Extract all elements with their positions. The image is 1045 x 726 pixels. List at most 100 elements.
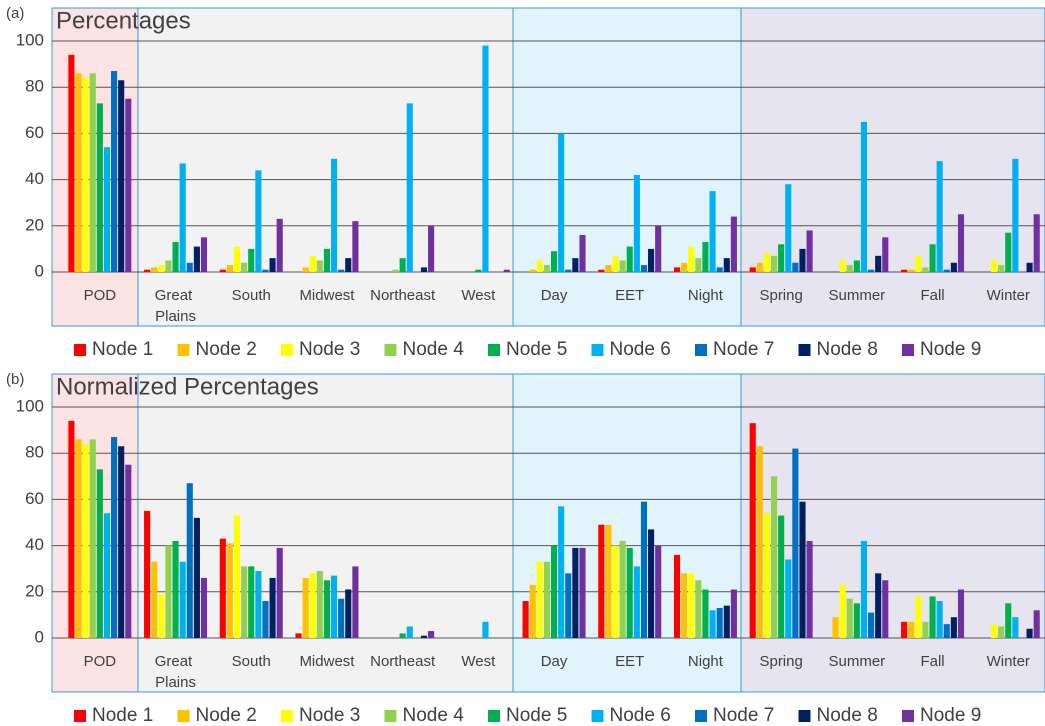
bar bbox=[82, 443, 89, 638]
bar bbox=[482, 45, 489, 273]
bar bbox=[716, 267, 723, 272]
bar bbox=[352, 566, 359, 638]
bar bbox=[853, 260, 860, 272]
section-bg bbox=[740, 373, 1045, 693]
bar bbox=[626, 547, 633, 638]
x-tick-label: Summer bbox=[829, 653, 886, 670]
x-tick-label: Northeast bbox=[370, 287, 436, 304]
legend-label: Node 3 bbox=[299, 339, 360, 360]
y-tick-label: 60 bbox=[25, 123, 44, 142]
bar bbox=[96, 469, 103, 638]
bar bbox=[839, 260, 846, 272]
bar bbox=[302, 577, 309, 638]
x-tick-label: West bbox=[461, 287, 496, 304]
bar bbox=[338, 598, 345, 638]
bar bbox=[655, 545, 662, 638]
bar bbox=[193, 517, 200, 638]
bar bbox=[186, 483, 193, 638]
bar bbox=[749, 267, 756, 272]
bar bbox=[579, 235, 586, 272]
legend-swatch bbox=[384, 710, 397, 722]
bar bbox=[255, 571, 262, 638]
bar bbox=[226, 543, 233, 638]
bar bbox=[248, 566, 255, 638]
y-tick-label: 0 bbox=[35, 627, 44, 646]
bar bbox=[309, 573, 316, 638]
y-tick-label: 80 bbox=[25, 77, 44, 96]
y-tick-label: 40 bbox=[25, 169, 44, 188]
bar bbox=[565, 269, 572, 272]
bar bbox=[399, 258, 406, 272]
bar bbox=[193, 246, 200, 272]
bar bbox=[730, 216, 737, 272]
bar bbox=[730, 589, 737, 638]
bar bbox=[233, 515, 241, 638]
bar bbox=[778, 244, 785, 272]
x-tick-label: Summer bbox=[829, 287, 886, 304]
bar bbox=[908, 621, 915, 638]
bar bbox=[908, 269, 915, 272]
y-tick-label: 20 bbox=[25, 581, 44, 600]
bar bbox=[111, 437, 118, 638]
bar bbox=[103, 513, 111, 638]
bar bbox=[550, 545, 558, 638]
bar bbox=[543, 265, 550, 272]
legend-swatch bbox=[281, 710, 293, 722]
legend-swatch bbox=[591, 344, 604, 356]
bar bbox=[882, 580, 889, 638]
bar bbox=[550, 251, 558, 272]
section-bg bbox=[512, 7, 742, 327]
bar bbox=[428, 631, 435, 638]
bar bbox=[681, 262, 688, 272]
chart-title: Normalized Percentages bbox=[56, 373, 319, 400]
y-tick-label: 40 bbox=[25, 535, 44, 554]
section-bg bbox=[512, 373, 742, 693]
bar bbox=[860, 540, 868, 638]
x-tick-label: Spring bbox=[759, 653, 802, 670]
bar bbox=[241, 566, 248, 638]
bar bbox=[853, 603, 860, 638]
bar bbox=[832, 617, 839, 638]
x-tick-label: South bbox=[232, 653, 271, 670]
bar bbox=[276, 547, 283, 638]
bar bbox=[125, 98, 132, 272]
bar bbox=[565, 573, 572, 638]
bar bbox=[673, 267, 681, 272]
legend-swatch bbox=[695, 710, 707, 722]
x-tick-label: Winter bbox=[987, 287, 1030, 304]
bar bbox=[799, 248, 806, 272]
bar bbox=[428, 225, 435, 272]
bar bbox=[778, 515, 785, 638]
bar bbox=[929, 244, 936, 272]
bar bbox=[922, 621, 929, 638]
bar bbox=[1012, 617, 1019, 638]
legend-swatch bbox=[177, 344, 190, 356]
bar bbox=[1005, 603, 1012, 638]
bar bbox=[200, 237, 208, 272]
legend-label: Node 1 bbox=[92, 705, 153, 726]
x-tick-label: Day bbox=[541, 287, 568, 304]
bar bbox=[763, 513, 770, 638]
bar bbox=[179, 163, 186, 272]
bar bbox=[640, 501, 648, 638]
bar bbox=[125, 464, 132, 638]
bar bbox=[785, 559, 792, 638]
y-tick-label: 100 bbox=[16, 396, 44, 415]
x-tick-label: Day bbox=[541, 653, 568, 670]
y-tick-label: 0 bbox=[35, 261, 44, 280]
bar bbox=[756, 262, 763, 272]
legend-swatch bbox=[74, 710, 86, 722]
bar bbox=[846, 265, 853, 272]
x-tick-label: Fall bbox=[920, 287, 944, 304]
bar bbox=[316, 260, 323, 272]
bar bbox=[186, 262, 193, 272]
bar bbox=[695, 580, 702, 638]
bar bbox=[572, 547, 579, 638]
bar bbox=[648, 529, 655, 638]
x-tick-label: Night bbox=[688, 653, 724, 670]
bar bbox=[929, 596, 936, 638]
x-tick-label: Great Plains bbox=[155, 653, 197, 691]
bar bbox=[998, 265, 1005, 272]
bar bbox=[612, 255, 619, 272]
x-tick-label: Winter bbox=[987, 653, 1030, 670]
